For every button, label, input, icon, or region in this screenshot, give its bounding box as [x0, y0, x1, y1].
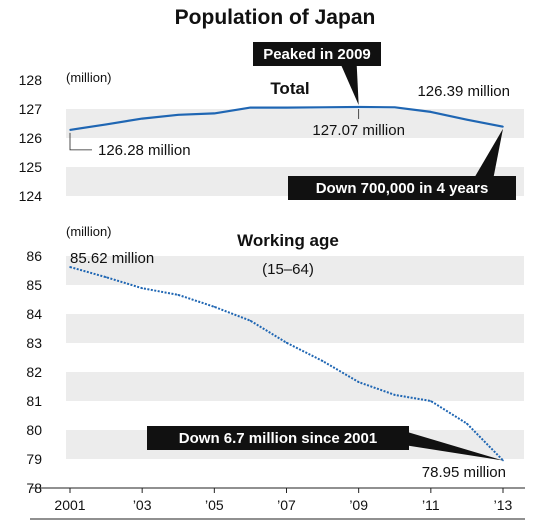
drop-callout-pointer — [404, 431, 503, 461]
working-point — [285, 341, 288, 344]
x-tick-label: ’13 — [494, 497, 513, 513]
working-y-tick-label: 81 — [26, 393, 42, 409]
decline-callout-text: Down 700,000 in 4 years — [316, 180, 489, 197]
total-point — [357, 106, 360, 108]
working-title: Working age — [237, 231, 339, 250]
x-axis: 2001 ’03 ’05 ’07 ’09 ’11 ’13 — [30, 487, 525, 520]
working-point — [213, 305, 216, 308]
working-y-tick-label: 83 — [26, 335, 42, 351]
working-y-tick-label: 84 — [26, 306, 42, 322]
total-y-tick-label: 126 — [19, 130, 43, 146]
working-point — [393, 394, 396, 396]
total-end-label: 126.39 million — [417, 83, 510, 100]
working-point — [357, 381, 360, 383]
working-point — [249, 319, 252, 322]
total-start-leader — [69, 132, 92, 151]
total-start-label: 126.28 million — [98, 142, 191, 159]
working-point — [430, 400, 432, 402]
working-y-tick-label: 86 — [26, 248, 42, 264]
total-point — [177, 114, 180, 116]
working-y-tick-label: 85 — [26, 277, 42, 293]
working-band — [66, 372, 524, 401]
peak-callout-text: Peaked in 2009 — [263, 46, 371, 63]
working-end-label: 78.95 million — [422, 464, 506, 481]
total-title: Total — [270, 79, 309, 98]
working-subtitle: (15–64) — [262, 261, 314, 278]
working-start-label: 85.62 million — [70, 250, 154, 267]
decline-callout-pointer — [473, 128, 503, 180]
working-band — [66, 314, 524, 343]
total-y-tick-label: 124 — [19, 188, 43, 204]
total-point — [105, 123, 107, 126]
total-band — [66, 109, 524, 138]
total-y-tick-label: 127 — [19, 101, 43, 117]
total-point — [141, 117, 143, 120]
total-point — [430, 111, 432, 113]
working-y-tick-label: 80 — [26, 422, 42, 438]
total-peak-label: 127.07 million — [312, 122, 405, 139]
working-y-tick-label: 82 — [26, 364, 42, 380]
decline-callout-box — [288, 176, 516, 200]
total-point — [321, 106, 324, 109]
peak-callout-box — [253, 42, 381, 66]
x-tick-label: ’09 — [349, 497, 368, 513]
drop-callout-text: Down 6.7 million since 2001 — [179, 430, 377, 447]
x-tick-label: ’05 — [205, 497, 224, 513]
total-point — [285, 106, 288, 109]
peak-callout-pointer — [340, 64, 359, 105]
total-point — [393, 106, 396, 109]
working-point — [321, 360, 324, 362]
chart-title: Population of Japan — [175, 6, 376, 29]
total-point — [249, 106, 252, 109]
working-band — [66, 256, 524, 285]
working-point — [177, 294, 180, 296]
total-point — [69, 129, 71, 131]
total-unit-label: (million) — [66, 70, 112, 85]
x-tick-label: ’07 — [277, 497, 296, 513]
total-y-tick-label: 125 — [19, 159, 43, 175]
total-point — [502, 125, 504, 128]
x-tick-label: ’11 — [422, 497, 440, 513]
working-y-tick-label: 79 — [26, 451, 42, 467]
working-point — [69, 266, 71, 268]
total-panel: 124 125 126 127 128 (million) Total 126.28 mill… — [19, 42, 524, 204]
working-point — [466, 422, 468, 425]
working-point — [141, 287, 143, 289]
x-tick-label: 2001 — [54, 497, 85, 513]
total-point — [213, 112, 216, 115]
drop-callout-box — [147, 426, 409, 450]
total-y-tick-label: 128 — [19, 72, 43, 88]
x-tick-label: ’03 — [133, 497, 152, 513]
working-point — [105, 276, 107, 278]
working-unit-label: (million) — [66, 224, 112, 239]
total-point — [466, 118, 468, 121]
